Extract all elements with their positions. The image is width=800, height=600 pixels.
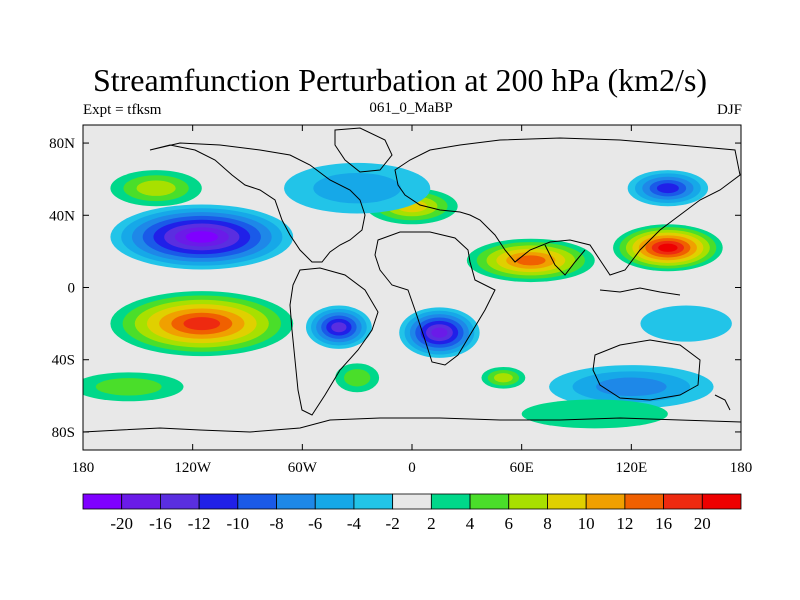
anomaly-4-contour-5 [331, 322, 347, 333]
colorbar-swatch [198, 493, 239, 510]
anomaly-layer [83, 162, 732, 429]
anomaly-3 [83, 372, 184, 402]
anomaly-15-contour-0 [521, 399, 668, 429]
y-tick-label: 0 [68, 281, 76, 297]
colorbar-swatch [701, 493, 742, 510]
colorbar-label: -16 [149, 514, 172, 533]
x-tick-label: 180 [730, 460, 753, 476]
colorbar-label: 12 [616, 514, 633, 533]
colorbar-label: 20 [694, 514, 711, 533]
season-label: DJF [716, 102, 742, 118]
map-title: Streamfunction Perturbation at 200 hPa (… [92, 62, 708, 98]
x-tick-label: 0 [408, 460, 416, 476]
anomaly-7 [613, 224, 723, 272]
anomaly-7-contour-7 [658, 243, 678, 252]
colorbar-swatch [430, 493, 471, 510]
anomaly-4 [305, 305, 372, 349]
colorbar-label: -2 [386, 514, 400, 533]
colorbar-label: -10 [226, 514, 249, 533]
x-tick-label: 120E [615, 460, 647, 476]
anomaly-10-contour-1 [313, 173, 402, 204]
anomaly-1 [110, 291, 294, 357]
colorbar-swatch [547, 493, 587, 510]
x-tick-label: 120W [174, 460, 212, 476]
colorbar-swatch [237, 493, 277, 510]
anomaly-2-contour-2 [136, 180, 176, 196]
colorbar-label: -20 [110, 514, 133, 533]
colorbar-swatch [314, 493, 355, 510]
colorbar-label: -8 [269, 514, 283, 533]
colorbar-swatch [121, 493, 161, 510]
colorbar-label: 6 [505, 514, 514, 533]
colorbar-label: 10 [578, 514, 595, 533]
colorbar-swatch [663, 493, 703, 510]
anomaly-0-contour-7 [185, 231, 218, 243]
coastline-india [544, 244, 586, 276]
anomaly-5-contour-6 [431, 327, 448, 338]
anomaly-11 [335, 363, 380, 393]
colorbar-label: 16 [655, 514, 672, 533]
coastline-layer [83, 127, 741, 433]
anomaly-15 [521, 399, 668, 429]
anomaly-3-contour-1 [95, 378, 162, 396]
run-label: 061_0_MaBP [369, 100, 453, 116]
anomaly-6-contour-5 [516, 255, 546, 266]
colorbar-swatch [508, 493, 548, 510]
colorbar-swatch [276, 493, 316, 510]
coastline-australia [592, 339, 701, 401]
anomaly-12 [481, 366, 526, 389]
coastline-north-america [149, 142, 366, 263]
anomaly-0 [110, 204, 294, 270]
coastline-indonesia [599, 287, 681, 296]
x-tick-label: 60E [510, 460, 534, 476]
colorbar-label: -6 [308, 514, 322, 533]
colorbar: -20 -16 -12 -10 -8 -6 -4 -2 2 4 6 8 10 12 16 20 [82, 493, 742, 533]
colorbar-swatch [82, 493, 123, 510]
coastline-eurasia [394, 137, 741, 276]
coastline-antarctica [83, 417, 741, 433]
coastline-africa [374, 231, 496, 366]
colorbar-label: 2 [427, 514, 436, 533]
anomaly-10 [284, 162, 431, 214]
coastline-south-america [289, 267, 379, 416]
colorbar-swatch [353, 493, 394, 510]
anomaly-9 [627, 170, 709, 207]
colorbar-swatch [392, 493, 432, 510]
anomaly-14-contour-0 [640, 305, 732, 342]
colorbar-label: -4 [347, 514, 362, 533]
y-tick-label: 40S [52, 353, 75, 369]
y-tick-label: 40N [49, 208, 75, 224]
colorbar-swatch [160, 493, 200, 510]
anomaly-11-contour-1 [344, 369, 371, 387]
x-tick-label: 60W [288, 460, 318, 476]
coastline-greenland [334, 127, 393, 173]
x-axis: 180 120W 60W 0 60E 120E 180 [72, 125, 753, 476]
anomaly-5 [399, 307, 480, 358]
colorbar-swatch [469, 493, 510, 510]
y-tick-label: 80N [49, 136, 75, 152]
anomaly-13-contour-2 [596, 377, 667, 397]
colorbar-label: -12 [188, 514, 211, 533]
anomaly-6 [466, 238, 595, 283]
x-tick-label: 180 [72, 460, 95, 476]
coastline-new-zealand [714, 394, 731, 411]
colorbar-label: 8 [543, 514, 552, 533]
anomaly-13 [549, 365, 714, 409]
y-tick-label: 80S [52, 425, 75, 441]
anomaly-14 [640, 305, 732, 342]
colorbar-swatch [624, 493, 664, 510]
y-axis: 80N 40N 0 40S 80S [49, 136, 741, 441]
experiment-label: Expt = tfksm [83, 102, 162, 118]
anomaly-2 [110, 170, 202, 207]
anomaly-9-contour-4 [656, 183, 679, 194]
colorbar-swatch [585, 493, 626, 510]
anomaly-1-contour-6 [183, 317, 221, 331]
colorbar-label: 4 [466, 514, 475, 533]
anomaly-12-contour-2 [493, 373, 513, 383]
